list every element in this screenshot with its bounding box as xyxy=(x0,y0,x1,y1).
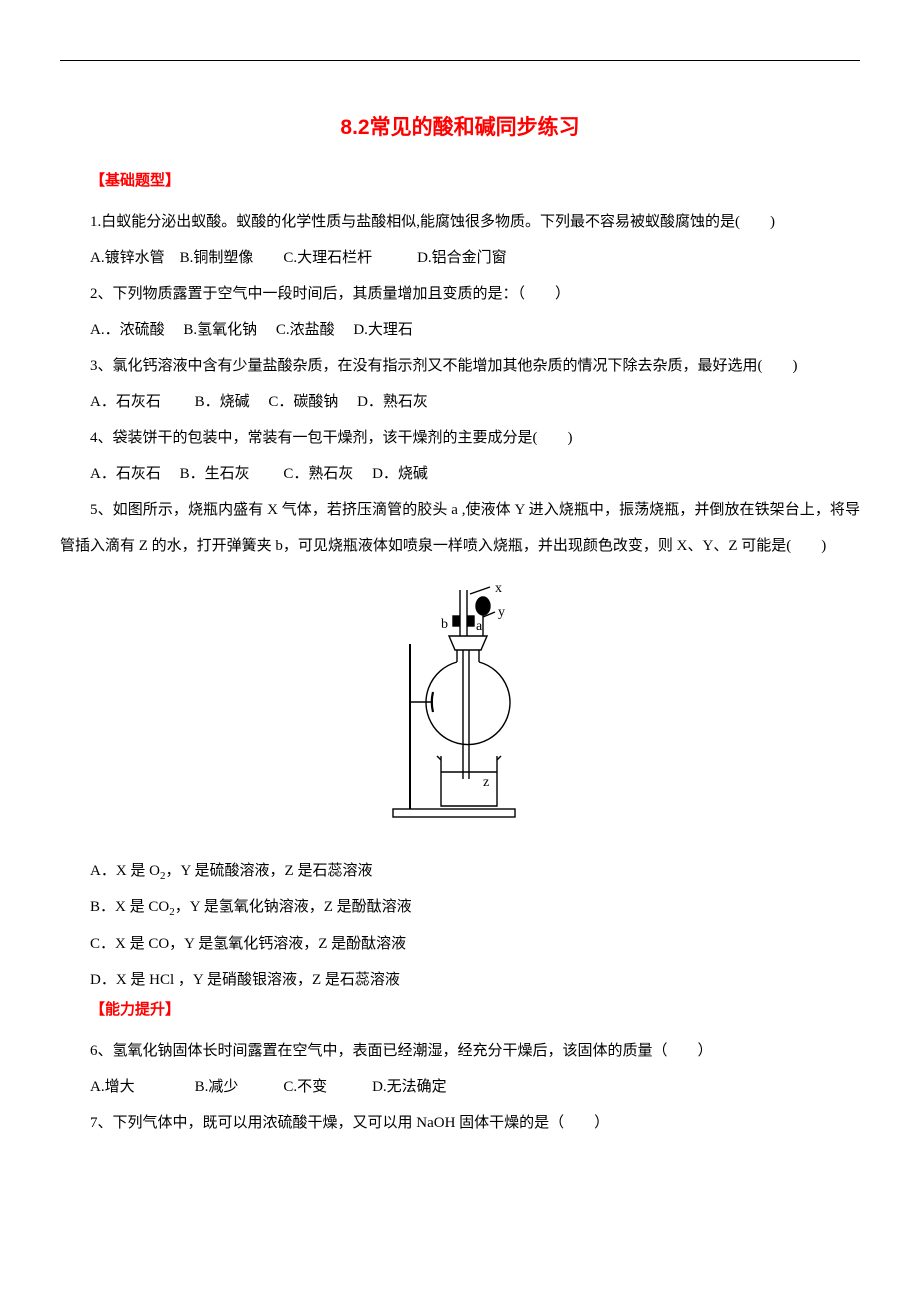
stand-base xyxy=(393,809,515,817)
clamp-b-left xyxy=(453,616,459,626)
q5-optA-pre: A．X 是 O xyxy=(90,863,160,879)
label-x: x xyxy=(495,584,502,596)
label-y: y xyxy=(498,605,505,620)
stopper xyxy=(449,636,487,650)
dropper-bulb xyxy=(476,597,490,615)
q1-options: A.镀锌水管 B.铜制塑像 C.大理石栏杆 D.铝合金门窗 xyxy=(60,240,860,276)
section-ability-header: 【能力提升】 xyxy=(90,998,860,1019)
apparatus-diagram: x y a b z xyxy=(375,584,545,824)
q5-optA-post: ，Y 是硫酸溶液，Z 是石蕊溶液 xyxy=(166,863,373,879)
clamp-b-right xyxy=(468,616,474,626)
label-z: z xyxy=(483,775,489,790)
section-basic-header: 【基础题型】 xyxy=(90,169,860,190)
flask-bulb xyxy=(426,662,510,745)
x-lead xyxy=(470,587,490,594)
q6-stem: 6、氢氧化钠固体长时间露置在空气中，表面已经潮湿，经充分干燥后，该固体的质量（ … xyxy=(60,1033,860,1069)
q7-stem: 7、下列气体中，既可以用浓硫酸干燥，又可以用 NaOH 固体干燥的是（ ） xyxy=(60,1105,860,1141)
q5-optB: B．X 是 CO2，Y 是氢氧化钠溶液，Z 是酚酞溶液 xyxy=(60,889,860,925)
label-a: a xyxy=(476,619,483,634)
q1-stem: 1.白蚁能分泌出蚁酸。蚁酸的化学性质与盐酸相似,能腐蚀很多物质。下列最不容易被蚁… xyxy=(60,204,860,240)
q2-stem: 2、下列物质露置于空气中一段时间后，其质量增加且变质的是：（ ） xyxy=(60,276,860,312)
page: 8.2常见的酸和碱同步练习 【基础题型】 1.白蚁能分泌出蚁酸。蚁酸的化学性质与… xyxy=(0,0,920,1181)
q4-options: A．石灰石 B．生石灰 C．熟石灰 D．烧碱 xyxy=(60,456,860,492)
q4-stem: 4、袋装饼干的包装中，常装有一包干燥剂，该干燥剂的主要成分是( ) xyxy=(60,420,860,456)
q6-options: A.增大 B.减少 C.不变 D.无法确定 xyxy=(60,1069,860,1105)
top-rule xyxy=(60,60,860,61)
q5-stem: 5、如图所示，烧瓶内盛有 X 气体，若挤压滴管的胶头 a ,使液体 Y 进入烧瓶… xyxy=(60,492,860,564)
q3-stem: 3、氯化钙溶液中含有少量盐酸杂质，在没有指示剂又不能增加其他杂质的情况下除去杂质… xyxy=(60,348,860,384)
label-b: b xyxy=(441,617,448,632)
q5-optC: C．X 是 CO，Y 是氢氧化钙溶液，Z 是酚酞溶液 xyxy=(60,926,860,962)
q5-optB-pre: B．X 是 CO xyxy=(90,899,169,915)
q5-optB-post: ，Y 是氢氧化钠溶液，Z 是酚酞溶液 xyxy=(175,899,412,915)
q5-optD: D．X 是 HCl ，Y 是硝酸银溶液，Z 是石蕊溶液 xyxy=(60,962,860,998)
q5-figure: x y a b z xyxy=(60,584,860,829)
stand-clamp xyxy=(432,692,433,712)
q5-optA: A．X 是 O2，Y 是硫酸溶液，Z 是石蕊溶液 xyxy=(60,853,860,889)
doc-title: 8.2常见的酸和碱同步练习 xyxy=(60,111,860,141)
q3-options: A．石灰石 B．烧碱 C．碳酸钠 D．熟石灰 xyxy=(60,384,860,420)
q2-options: A.．浓硫酸 B.氢氧化钠 C.浓盐酸 D.大理石 xyxy=(60,312,860,348)
